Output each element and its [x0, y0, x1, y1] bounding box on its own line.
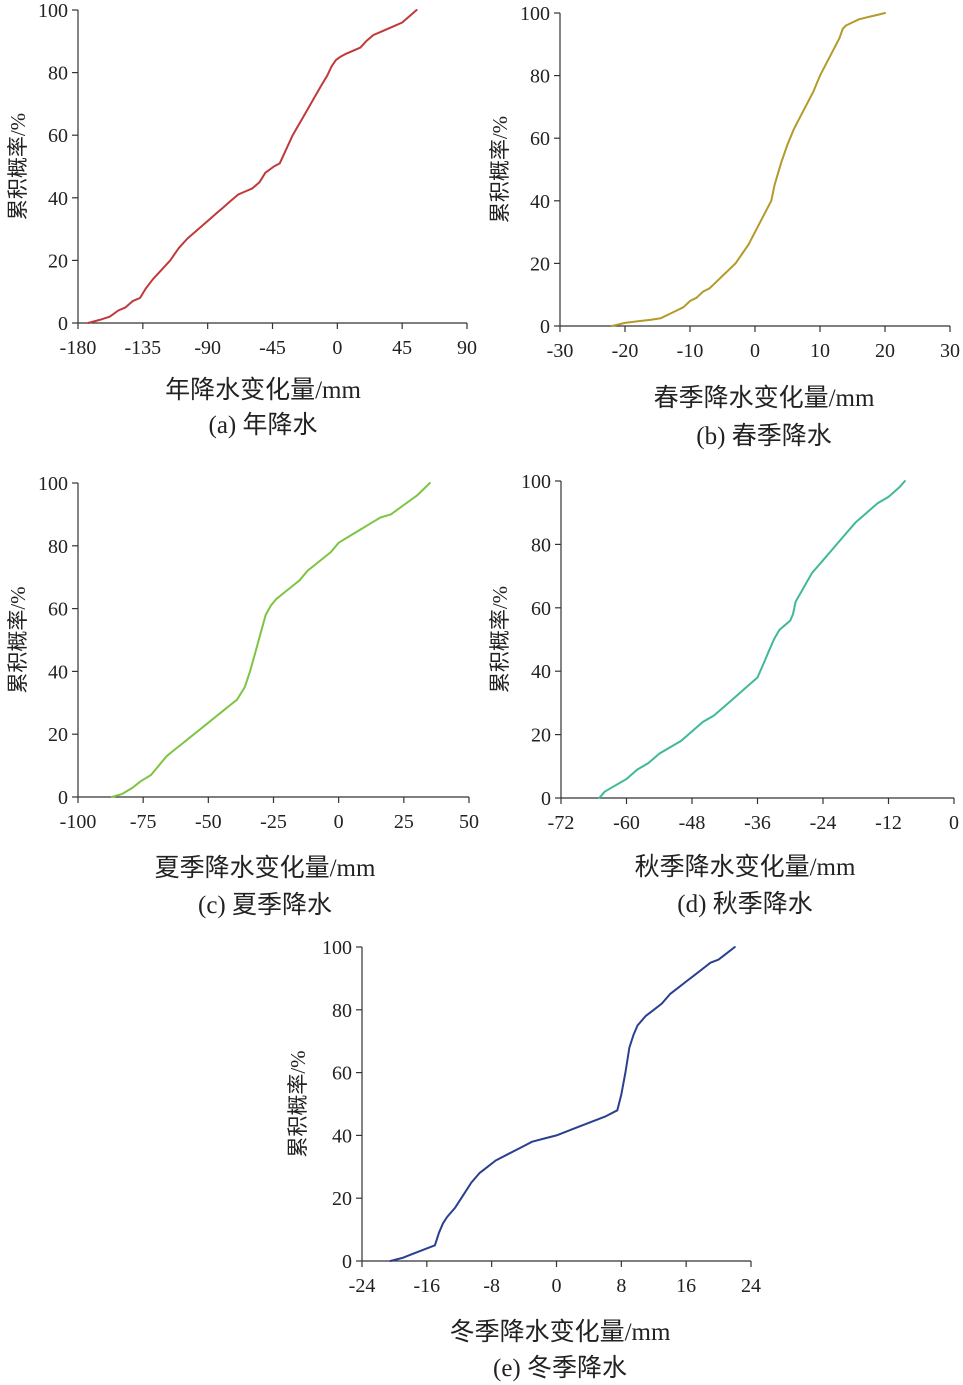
x-tick-label: -45	[259, 337, 286, 359]
y-axis-label: 累积概率/%	[6, 586, 30, 693]
x-tick-label: -20	[612, 340, 639, 362]
panel-c: 0 20 40 60 80 100 -100 -75 -50 -25 0 25 50 累积概率/% 夏季降水…	[6, 473, 479, 919]
y-tick-label: 80	[530, 66, 550, 88]
panel-caption: (b) 春季降水	[696, 422, 831, 450]
y-tick-label: 20	[48, 250, 68, 272]
x-tick-label: -24	[349, 1275, 376, 1297]
x-tick-label: 45	[392, 337, 412, 359]
x-tick-label: 10	[810, 340, 830, 362]
y-tick-label: 100	[38, 473, 68, 495]
x-tick-label: -12	[875, 812, 902, 834]
y-tick-label: 60	[48, 125, 68, 147]
y-tick-label: 40	[530, 191, 550, 213]
x-tick-label: -16	[413, 1275, 440, 1297]
x-tick-label: -135	[124, 337, 161, 359]
x-tick-label: -180	[60, 337, 97, 359]
x-tick-label: 0	[949, 812, 959, 834]
panel-d: 0 20 40 60 80 100 -72 -60 -48 -36 -24 -12 0 累积概率/% 秋季降…	[488, 471, 959, 918]
x-tick-label: -90	[194, 337, 221, 359]
panel-e: 0 20 40 60 80 100 -24 -16 -8 0 8 16 24 累积概率/% 冬季降水变化量/…	[286, 937, 761, 1382]
y-tick-label: 0	[541, 788, 551, 810]
y-tick-label: 60	[48, 599, 68, 621]
y-axis-label: 累积概率/%	[488, 586, 512, 693]
x-tick-label: 8	[616, 1275, 626, 1297]
y-tick-label: 80	[48, 63, 68, 85]
panel-b: 0 20 40 60 80 100 -30 -20 -10 0 10 20 30 累积概率/% 春季降水变化…	[488, 3, 960, 450]
x-tick-label: 20	[875, 340, 895, 362]
cumulative-probability-line	[389, 946, 736, 1262]
x-tick-label: -24	[810, 812, 837, 834]
y-tick-label: 20	[531, 725, 551, 747]
x-tick-label: 16	[676, 1275, 696, 1297]
y-tick-label: 80	[531, 534, 551, 556]
y-tick-label: 0	[342, 1251, 352, 1273]
cumulative-probability-line	[611, 12, 886, 327]
panel-caption: (a) 年降水	[209, 411, 318, 439]
x-tick-label: -75	[130, 811, 157, 833]
x-tick-label: -8	[483, 1275, 500, 1297]
panel-caption: (e) 冬季降水	[493, 1354, 627, 1382]
x-tick-label: -60	[613, 812, 640, 834]
y-axis-label: 累积概率/%	[6, 113, 30, 220]
y-tick-label: 0	[58, 313, 68, 335]
x-axis-label: 秋季降水变化量/mm	[635, 853, 856, 881]
x-tick-label: 24	[741, 1275, 761, 1297]
x-axis-label: 年降水变化量/mm	[165, 376, 361, 404]
y-tick-label: 40	[531, 661, 551, 683]
x-tick-label: 0	[750, 340, 760, 362]
y-tick-label: 0	[540, 316, 550, 338]
x-axis-label: 夏季降水变化量/mm	[155, 854, 376, 882]
x-tick-label: -48	[679, 812, 706, 834]
x-axis-label: 春季降水变化量/mm	[654, 384, 875, 412]
x-tick-label: 30	[940, 340, 960, 362]
x-tick-label: 0	[332, 337, 342, 359]
panel-caption: (c) 夏季降水	[198, 891, 332, 919]
x-tick-label: 90	[457, 337, 477, 359]
y-tick-label: 60	[332, 1063, 352, 1085]
x-tick-label: -30	[547, 340, 574, 362]
x-tick-label: -100	[60, 811, 97, 833]
y-tick-label: 0	[58, 787, 68, 809]
y-tick-label: 60	[531, 598, 551, 620]
x-tick-label: -50	[195, 811, 222, 833]
y-tick-label: 40	[332, 1125, 352, 1147]
x-tick-label: -25	[260, 811, 287, 833]
x-tick-label: -10	[677, 340, 704, 362]
y-tick-label: 100	[521, 471, 551, 493]
y-tick-label: 20	[332, 1188, 352, 1210]
panel-caption: (d) 秋季降水	[677, 890, 812, 918]
y-axis-label: 累积概率/%	[488, 116, 512, 223]
x-axis-label: 冬季降水变化量/mm	[450, 1318, 671, 1346]
cumulative-probability-line	[598, 480, 906, 799]
y-tick-label: 40	[48, 188, 68, 210]
x-tick-label: 0	[334, 811, 344, 833]
y-tick-label: 20	[530, 253, 550, 275]
y-tick-label: 100	[38, 0, 68, 22]
y-tick-label: 80	[332, 1000, 352, 1022]
y-tick-label: 40	[48, 661, 68, 683]
x-tick-label: -72	[548, 812, 575, 834]
x-tick-label: -36	[744, 812, 771, 834]
y-tick-label: 80	[48, 536, 68, 558]
y-tick-label: 20	[48, 724, 68, 746]
y-axis-label: 累积概率/%	[286, 1050, 310, 1157]
x-tick-label: 50	[459, 811, 479, 833]
x-tick-label: 0	[552, 1275, 562, 1297]
y-tick-label: 100	[520, 3, 550, 25]
x-tick-label: 25	[394, 811, 414, 833]
cumulative-probability-line	[110, 482, 431, 798]
y-tick-label: 100	[322, 937, 352, 959]
y-tick-label: 60	[530, 128, 550, 150]
cumulative-probability-line	[87, 9, 418, 324]
panel-a: 0 20 40 60 80 100 -180 -135 -90 -45 0 45 90 累积概率/% 年降水…	[6, 0, 477, 439]
